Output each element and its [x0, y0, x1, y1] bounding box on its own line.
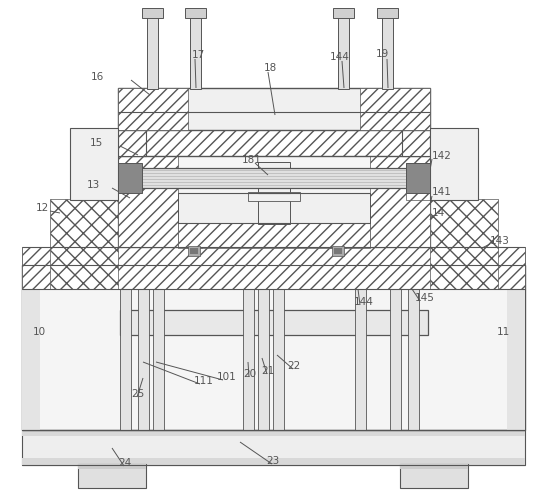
Text: 14: 14: [432, 208, 445, 218]
Bar: [118, 155, 430, 247]
Bar: [402, 128, 430, 156]
Bar: [190, 248, 198, 254]
Bar: [118, 88, 430, 130]
Bar: [360, 88, 430, 130]
Text: 21: 21: [261, 366, 274, 376]
Bar: [332, 246, 344, 256]
Bar: [153, 265, 164, 430]
Bar: [273, 265, 284, 430]
Bar: [338, 15, 349, 89]
Text: 144: 144: [354, 297, 374, 307]
Bar: [50, 199, 118, 289]
Bar: [120, 310, 428, 335]
Bar: [258, 265, 269, 430]
Bar: [370, 155, 430, 247]
Bar: [78, 464, 146, 488]
Bar: [355, 265, 366, 430]
Bar: [400, 464, 468, 488]
Text: 111: 111: [194, 376, 214, 386]
Bar: [185, 8, 206, 18]
Bar: [258, 162, 290, 224]
Text: 13: 13: [87, 180, 100, 190]
Bar: [390, 265, 401, 430]
Bar: [118, 128, 146, 156]
Bar: [118, 128, 430, 156]
Bar: [178, 220, 370, 248]
Bar: [377, 8, 398, 18]
Text: 15: 15: [90, 138, 103, 148]
Text: 144: 144: [330, 52, 350, 62]
Bar: [178, 193, 370, 223]
Bar: [330, 238, 346, 248]
Bar: [70, 128, 118, 200]
Bar: [22, 247, 525, 289]
Bar: [406, 163, 430, 193]
Text: 18: 18: [264, 63, 277, 73]
Text: 23: 23: [266, 456, 280, 466]
Bar: [147, 15, 158, 89]
Bar: [118, 88, 188, 130]
Bar: [78, 464, 146, 469]
Text: 17: 17: [192, 50, 205, 60]
Bar: [408, 265, 419, 430]
Bar: [406, 163, 434, 200]
Text: 141: 141: [432, 187, 452, 197]
Bar: [22, 265, 525, 430]
Bar: [334, 248, 342, 254]
Bar: [400, 464, 468, 469]
Bar: [382, 15, 393, 89]
Text: 11: 11: [497, 327, 510, 337]
Bar: [333, 8, 354, 18]
Bar: [118, 128, 430, 156]
Text: 22: 22: [287, 361, 300, 371]
Bar: [22, 430, 525, 436]
Bar: [22, 458, 525, 465]
Bar: [430, 199, 498, 289]
Text: 19: 19: [376, 49, 389, 59]
Text: 142: 142: [432, 151, 452, 161]
Text: 181: 181: [242, 155, 262, 165]
Bar: [138, 265, 149, 430]
Bar: [22, 265, 40, 430]
Bar: [120, 265, 131, 430]
Text: 12: 12: [36, 203, 49, 213]
Text: 24: 24: [118, 458, 131, 468]
Text: 25: 25: [131, 389, 144, 399]
Text: 143: 143: [490, 236, 510, 246]
Text: 20: 20: [243, 369, 256, 379]
Bar: [430, 128, 478, 200]
Text: 16: 16: [91, 72, 104, 82]
Text: 101: 101: [217, 372, 237, 382]
Bar: [142, 8, 163, 18]
Text: 145: 145: [415, 293, 435, 303]
Bar: [118, 155, 178, 247]
Bar: [186, 238, 202, 248]
Bar: [190, 15, 201, 89]
Bar: [243, 265, 254, 430]
Bar: [188, 246, 200, 256]
Bar: [140, 168, 408, 188]
Bar: [248, 192, 300, 201]
Text: 10: 10: [33, 327, 46, 337]
Bar: [507, 265, 525, 430]
Bar: [22, 430, 525, 465]
Bar: [118, 163, 142, 193]
